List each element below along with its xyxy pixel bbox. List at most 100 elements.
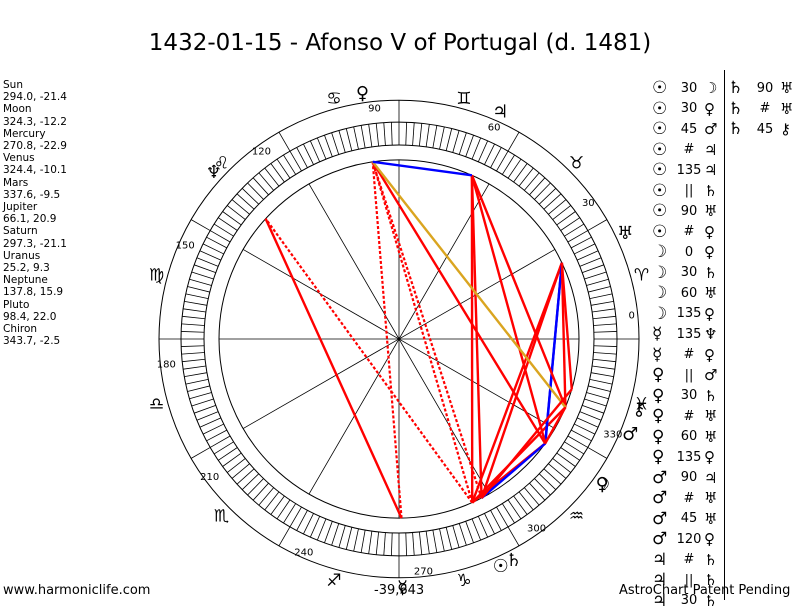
planet-glyph: ♃ (492, 102, 508, 123)
ring-tick (582, 405, 604, 413)
zodiac-sign-glyph: ♏ (214, 507, 229, 527)
zodiac-sign-glyph: ♈ (634, 265, 649, 285)
aspect-row: ♂#♅ (652, 488, 724, 509)
aspect-row: ☉#♀ (652, 222, 724, 243)
aspect-angle: 60 (674, 286, 704, 301)
aspect-angle: 0 (674, 245, 704, 260)
ring-tick (354, 127, 359, 149)
ring-tick (426, 124, 429, 147)
ring-tick (584, 272, 606, 279)
ring-tick (187, 287, 209, 293)
aspect-planet-1: ♂ (652, 509, 674, 529)
aspect-angle: 135 (674, 450, 704, 465)
ring-tick (346, 129, 352, 151)
aspect-line (266, 219, 473, 503)
ring-tick (594, 353, 617, 355)
planet-glyph: ♀ (356, 83, 369, 104)
aspect-angle: # (674, 409, 704, 424)
degree-label: 120 (252, 147, 271, 158)
aspect-planet-1: ♃ (652, 550, 674, 570)
ring-tick (453, 130, 459, 152)
aspect-planet-1: ☉ (652, 181, 674, 201)
ring-tick (478, 141, 487, 162)
ring-tick (391, 122, 392, 145)
ring-tick (484, 513, 494, 534)
ring-tick (580, 412, 601, 421)
ring-tick (237, 194, 254, 209)
zodiac-sign-glyph: ♐ (326, 571, 341, 591)
aspect-planet-1: ☽ (652, 304, 674, 324)
degree-label: 150 (176, 240, 195, 251)
ring-tick (183, 366, 206, 369)
ring-tick (242, 188, 259, 204)
ring-tick (310, 141, 319, 162)
planet-glyph: ♂ (622, 424, 638, 445)
ring-tick (259, 488, 274, 506)
aspect-row: ☿135♆ (652, 324, 724, 345)
aspect-row: ☿#♀ (652, 345, 724, 366)
ring-tick (232, 464, 250, 479)
ring-tick (259, 173, 274, 191)
aspect-planet-2: ♅ (780, 79, 800, 97)
wheel-division (588, 220, 607, 231)
aspect-row: ☉#♃ (652, 140, 724, 161)
ring-tick (369, 124, 372, 147)
aspect-planet-1: ♀ (652, 406, 674, 426)
aspect-planet-2: ♀ (704, 346, 724, 364)
ring-tick (182, 316, 205, 318)
aspect-row: ♂90♃ (652, 468, 724, 489)
ring-tick (339, 526, 345, 548)
ring-tick (539, 188, 556, 204)
ring-tick (588, 386, 610, 392)
ring-tick (369, 531, 372, 554)
aspect-planet-1: ☽ (652, 242, 674, 262)
aspect-planet-2: ♄ (704, 551, 724, 569)
wheel-division (508, 132, 519, 151)
ring-tick (472, 138, 481, 159)
ring-tick (181, 331, 204, 332)
ring-tick (384, 123, 386, 146)
footer-site[interactable]: www.harmoniclife.com (3, 583, 150, 598)
ring-tick (446, 129, 452, 151)
ring-tick (413, 533, 415, 556)
ring-tick (548, 464, 566, 479)
aspect-row: ♃#♄ (652, 550, 724, 571)
ring-tick (577, 251, 598, 260)
aspect-row: ☉30☽ (652, 78, 724, 99)
zodiac-sign-glyph: ♍ (149, 265, 164, 285)
zodiac-sign-glyph: ♒ (569, 507, 584, 527)
ring-tick (446, 527, 452, 549)
ring-tick (203, 424, 224, 434)
aspect-planet-2: ♃ (704, 469, 724, 487)
ring-tick (553, 458, 571, 472)
ring-tick (433, 530, 437, 553)
degree-label: 330 (603, 430, 622, 441)
ring-tick (588, 287, 610, 293)
ring-tick (534, 183, 550, 199)
aspect-row: ☽135♀ (652, 304, 724, 325)
aspect-row: ♂120♀ (652, 529, 724, 550)
degree-label: 180 (157, 359, 176, 370)
aspect-planet-2: ♅ (704, 428, 724, 446)
ring-tick (539, 474, 556, 490)
aspect-angle: 45 (674, 122, 704, 137)
ring-tick (590, 379, 612, 384)
aspect-planet-2: ♂ (704, 366, 724, 384)
aspect-planet-1: ♀ (652, 447, 674, 467)
aspect-row: ♄90♅ (728, 78, 800, 99)
ring-tick (519, 492, 533, 510)
aspect-planet-2: ♃ (704, 161, 724, 179)
aspect-planet-2: ♄ (704, 387, 724, 405)
ring-tick (189, 279, 211, 285)
degree-label: 90 (368, 103, 381, 114)
ring-tick (524, 173, 539, 191)
ring-tick (593, 359, 616, 361)
ring-tick (580, 258, 601, 267)
ring-tick (591, 301, 614, 305)
aspect-angle: # (674, 142, 704, 157)
ring-tick (594, 324, 617, 326)
aspect-angle: # (674, 552, 704, 567)
aspect-planet-1: ☿ (652, 324, 674, 344)
wheel-division (588, 447, 607, 458)
ring-tick (574, 244, 595, 254)
